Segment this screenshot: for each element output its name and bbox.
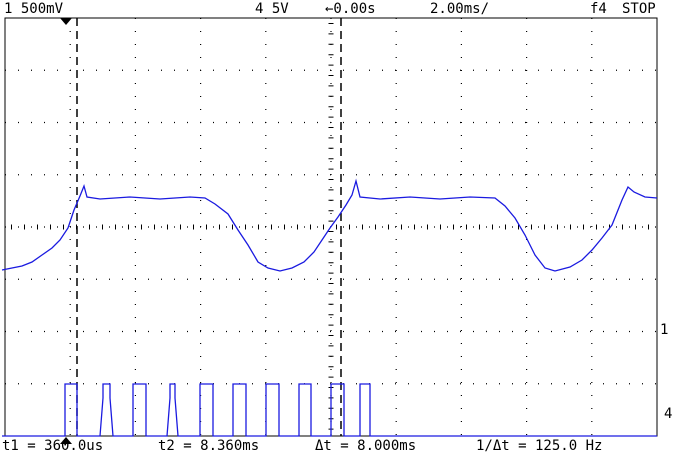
trigger-position-bottom [60, 437, 72, 444]
cursor-t2-readout: t2 = 8.360ms [158, 438, 259, 452]
channel4-trace [2, 383, 657, 437]
channel1-scale: 1 500mV [4, 1, 64, 17]
channel4-marker: 4 [664, 406, 672, 422]
delay: ←0.00s [325, 1, 376, 17]
channel4-scale: 4 5V [255, 1, 289, 17]
frequency-readout: 1/Δt = 125.0 Hz [476, 438, 602, 452]
trigger-source: f4 [590, 1, 607, 17]
channel1-trace [1, 178, 658, 272]
cursor-t1-readout: t1 = 360.0us [2, 438, 103, 452]
delta-t-readout: Δt = 8.000ms [315, 438, 416, 452]
channel1-marker: 1 [660, 322, 668, 338]
trigger-position [60, 18, 72, 25]
timebase: 2.00ms/ [430, 1, 489, 17]
run-status: STOP [622, 1, 656, 17]
